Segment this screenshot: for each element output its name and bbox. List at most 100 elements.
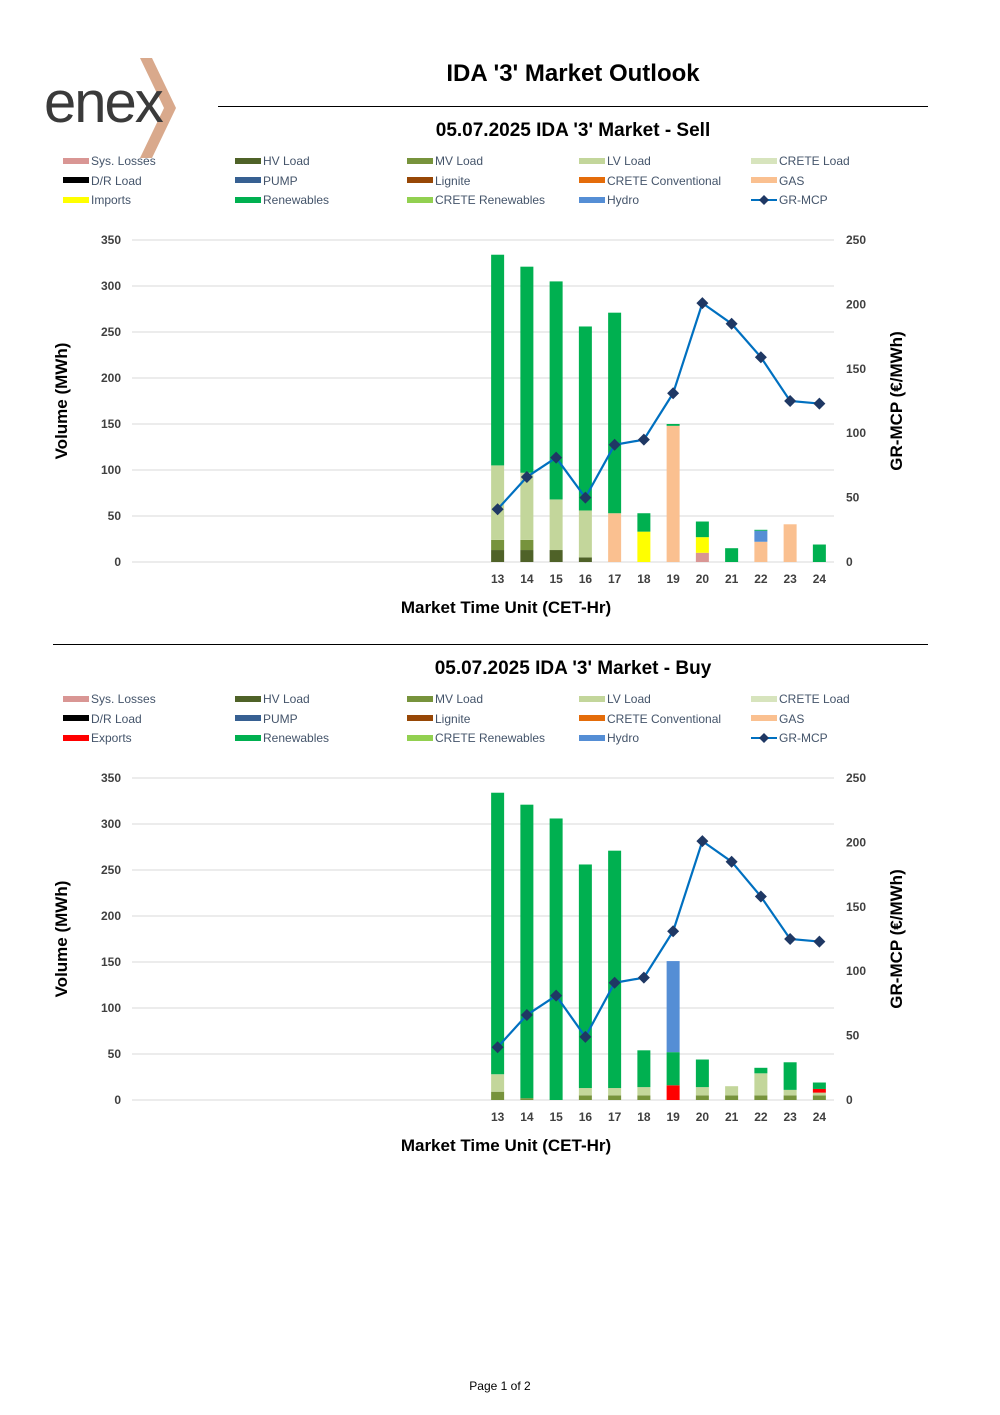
x-tick-label: 24 [813,572,827,586]
legend-swatch [235,715,261,722]
legend-label: GR-MCP [779,731,828,745]
legend-item-sys-losses: Sys. Losses [63,154,156,168]
gr-mcp-point [725,317,738,330]
x-tick-label: 24 [813,1110,827,1124]
legend-swatch [63,734,89,741]
bar-mv-load [725,1095,739,1100]
x-tick-label: 19 [666,1110,680,1124]
y2-tick-label: 0 [846,1093,853,1107]
x-tick-label: 20 [696,572,710,586]
logo-chevron-shape [140,58,176,158]
bar-renewables [666,1052,680,1086]
gr-mcp-point [754,351,767,364]
x-tick-label: 15 [549,1110,563,1124]
y-tick-label: 0 [114,1093,121,1107]
legend-item-crete-load: CRETE Load [751,692,850,706]
legend-item-gr-mcp: GR-MCP [751,193,828,208]
gr-mcp-point [754,890,767,903]
y-tick-label: 100 [101,463,121,477]
legend-label: CRETE Conventional [607,711,722,726]
gr-mcp-line [496,301,820,510]
legend-label: Renewables [263,731,330,745]
y-tick-label: 300 [101,279,121,293]
bar-renewables [608,312,622,514]
legend-swatch [407,715,433,722]
y2-tick-label: 150 [846,362,866,376]
x-tick-label: 22 [754,572,768,586]
bar-sys-losses [695,552,709,562]
y2-tick-label: 200 [846,835,866,849]
bar-mv-load [520,1098,534,1100]
legend-label: Lignite [435,173,471,188]
x-tick-label: 20 [696,1110,710,1124]
x-tick-label: 23 [783,572,797,586]
y2-tick-label: 100 [846,426,866,440]
legend-swatch [751,177,777,184]
legend-swatch [579,196,605,203]
buy-chart-title: 05.07.2025 IDA '3' Market - Buy [434,658,712,679]
bar-imports [695,537,709,553]
legend-label: D/R Load [91,711,142,726]
legend-swatch [235,177,261,184]
gr-mcp-point [491,1041,504,1054]
legend-item-lignite: Lignite [407,712,470,726]
bar-renewables [754,529,768,531]
y-tick-label: 50 [108,509,122,523]
x-tick-label: 19 [666,572,680,586]
bar-renewables [549,818,563,1100]
gr-mcp-point [491,503,504,516]
legend-item-imports: Imports [63,193,131,207]
sell-chart: 05.07.2025 IDA '3' Market - Sell Sys. Lo… [0,120,1000,620]
legend-swatch [407,734,433,741]
bar-renewables [754,1067,768,1074]
bar-lv-load [491,465,505,540]
legend-swatch [751,715,777,722]
legend-item-lv-load: LV Load [579,154,651,168]
gr-mcp-point [667,925,680,938]
bar-exports [812,1088,826,1093]
bar-mv-load [608,1095,622,1100]
legend-swatch [235,196,261,203]
legend-label: LV Load [607,692,651,706]
gr-mcp-point [813,397,826,410]
legend-label: GAS [779,173,805,188]
bar-lv-load [637,1087,651,1096]
x-tick-label: 21 [725,572,739,586]
x-axis-title: Market Time Unit (CET-Hr) [401,1136,611,1155]
legend-item-pump: PUMP [235,174,298,188]
bar-hydro [754,530,768,542]
legend-item-crete-load: CRETE Load [751,154,850,168]
legend-swatch [63,695,89,702]
gr-mcp-point [579,491,592,504]
sell-chart-plot: 0 50 100 150 200 250 300 350 0 50 100 150 200 250 13 14… [52,233,906,617]
legend-label: D/R Load [91,173,142,188]
bar-mv-load [812,1095,826,1100]
legend-item-crete-renewables: CRETE Renewables [407,731,545,745]
legend-item-d-r-load: D/R Load [63,712,142,726]
legend-item-sys-losses: Sys. Losses [63,692,156,706]
x-tick-label: 14 [520,572,534,586]
x-tick-label: 18 [637,1110,651,1124]
x-tick-label: 17 [608,572,622,586]
legend-label: Imports [91,193,132,207]
y2-tick-label: 0 [846,555,853,569]
legend-item-pump: PUMP [235,712,298,726]
gr-mcp-point [550,989,563,1002]
y2-axis-title: GR-MCP (€/MWh) [887,331,906,470]
x-tick-label: 18 [637,572,651,586]
bar-lv-load [520,472,534,540]
bar-mv-load [783,1095,797,1100]
x-tick-label: 13 [491,1110,505,1124]
legend-swatch [407,157,433,164]
bar-gas [666,425,680,562]
bar-renewables [520,804,534,1099]
y-tick-label: 200 [101,909,121,923]
enex-logo: enex [44,58,176,158]
bar-hv-load [520,550,534,562]
bar-mv-load [637,1095,651,1100]
gr-mcp-point [784,395,797,407]
legend-item-hv-load: HV Load [235,154,310,168]
legend-line-swatch [751,732,777,743]
legend-item-lv-load: LV Load [579,692,651,706]
y-tick-label: 200 [101,371,121,385]
